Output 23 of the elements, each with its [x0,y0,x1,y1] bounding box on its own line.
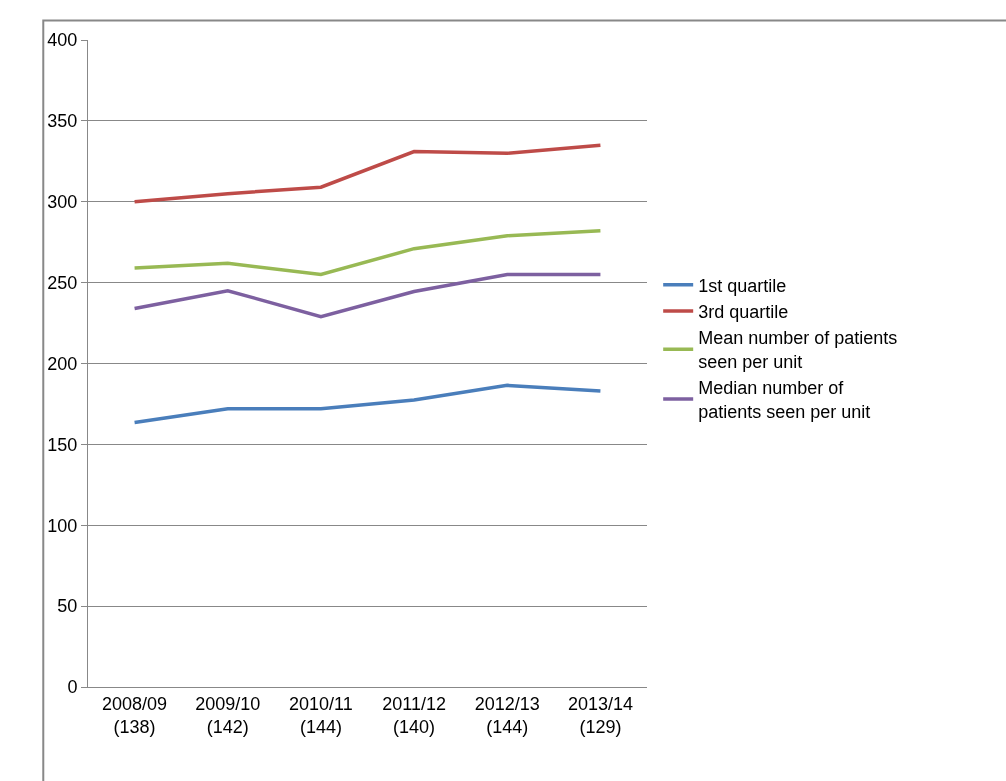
line-series [132,229,603,277]
y-tick-label: 0 [67,677,78,698]
line-series [132,272,603,319]
x-tick-label: 2009/10 (142) [195,693,261,737]
y-tick-label: 250 [47,272,78,293]
x-tick-label: 2012/13 (144) [474,693,540,737]
y-tick-label: 400 [47,30,78,51]
y-tick-label: 100 [47,515,78,536]
y-tick-label: 200 [47,353,78,374]
line-series [132,383,603,425]
x-tick-label: 2010/11 (144) [289,693,353,737]
x-tick-label: 2011/12 (140) [382,693,446,737]
line-series [132,143,603,204]
x-tick-label: 2013/14 (129) [567,693,633,737]
y-tick-label: 300 [47,192,78,213]
legend-label: 1st quartile [698,275,787,296]
legend-label: Median number of patients seen per unit [698,378,871,422]
legend-label: 3rd quartile [698,302,789,323]
y-tick-label: 150 [47,434,78,455]
x-tick-label: 2008/09 (138) [102,693,168,737]
y-tick-label: 350 [47,111,78,132]
legend-label: Mean number of patients seen per unit [698,328,898,372]
y-tick-label: 50 [57,596,78,617]
